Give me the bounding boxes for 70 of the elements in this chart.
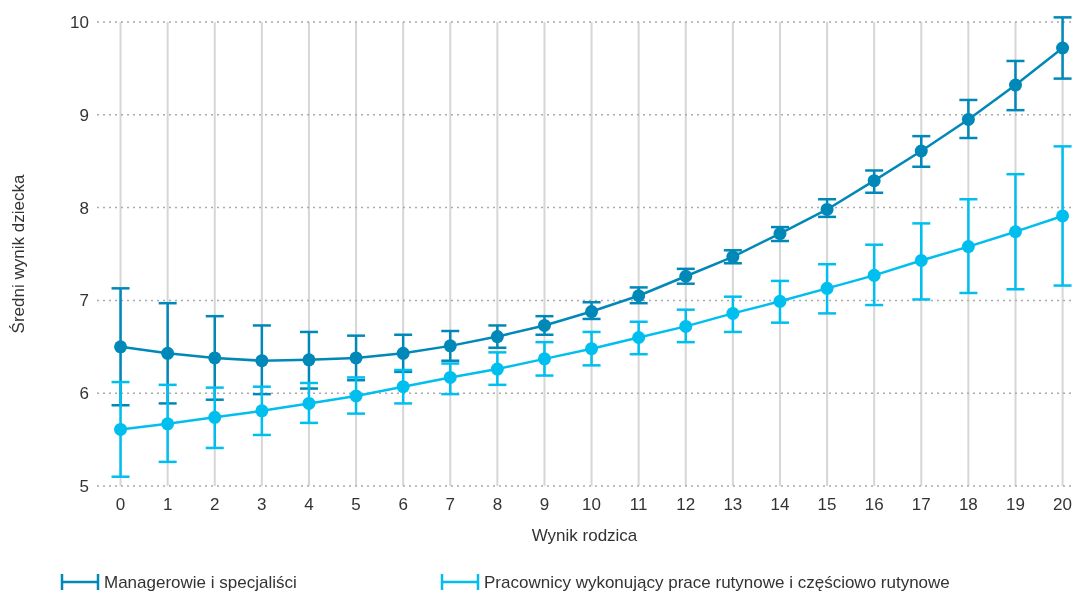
x-tick-label: 17 [911,495,931,514]
x-tick-label: 1 [162,495,173,514]
x-tick-label: 4 [304,495,314,514]
x-tick-label: 13 [723,495,743,514]
x-tick-label: 2 [210,495,220,514]
point [208,351,222,365]
point [867,268,881,282]
point [490,330,504,344]
point [443,339,457,353]
point [1008,78,1022,92]
legend-label: Managerowie i specjaliści [104,573,297,592]
x-tick-label: 5 [351,495,361,514]
x-tick-label: 14 [770,495,790,514]
point [585,342,599,356]
point [820,281,834,295]
y-tick-label: 5 [79,476,89,496]
point [114,340,128,354]
x-tick-label: 18 [958,495,978,514]
point [961,112,975,126]
x-tick-label: 8 [492,495,503,514]
point [161,346,175,360]
point [114,422,128,436]
point [773,294,787,308]
point [1056,41,1070,55]
point [349,389,363,403]
point [396,346,410,360]
point [490,362,504,376]
x-tick-label: 11 [629,495,648,514]
point [255,354,269,368]
point [914,254,928,267]
point [161,417,175,431]
y-tick-label: 10 [70,12,89,32]
point [773,227,787,241]
point [632,331,646,345]
point [255,404,269,418]
point [1056,209,1070,223]
y-axis-title: Średni wynik dziecka [9,174,28,334]
x-tick-label: 10 [582,495,602,514]
y-tick-label: 9 [79,105,89,125]
point [1008,225,1022,239]
point [208,410,222,424]
x-tick-label: 20 [1053,495,1073,514]
point [302,353,316,367]
x-tick-label: 7 [445,495,455,514]
y-tick-label: 7 [79,291,89,311]
y-tick-label: 8 [79,198,89,218]
x-tick-label: 3 [257,495,267,514]
point [961,240,975,254]
point [726,250,740,264]
point [679,319,693,333]
point [443,370,457,384]
point [396,380,410,394]
x-tick-label: 0 [115,495,126,514]
point [632,289,646,303]
point [914,144,928,158]
point [537,352,551,366]
x-tick-label: 12 [676,495,696,514]
point [726,306,740,320]
x-tick-label: 19 [1006,495,1025,514]
y-tick-label: 6 [79,384,89,404]
x-tick-label: 15 [817,495,837,514]
point [679,269,693,283]
x-tick-label: 9 [539,495,550,514]
point [349,351,363,365]
x-axis-title: Wynik rodzica [531,526,638,545]
point [867,174,881,188]
point [302,396,316,410]
x-tick-label: 16 [864,495,884,514]
x-tick-label: 6 [398,495,408,514]
legend-label: Pracownicy wykonujący prace rutynowe i częściowo rutynowe [484,573,950,592]
